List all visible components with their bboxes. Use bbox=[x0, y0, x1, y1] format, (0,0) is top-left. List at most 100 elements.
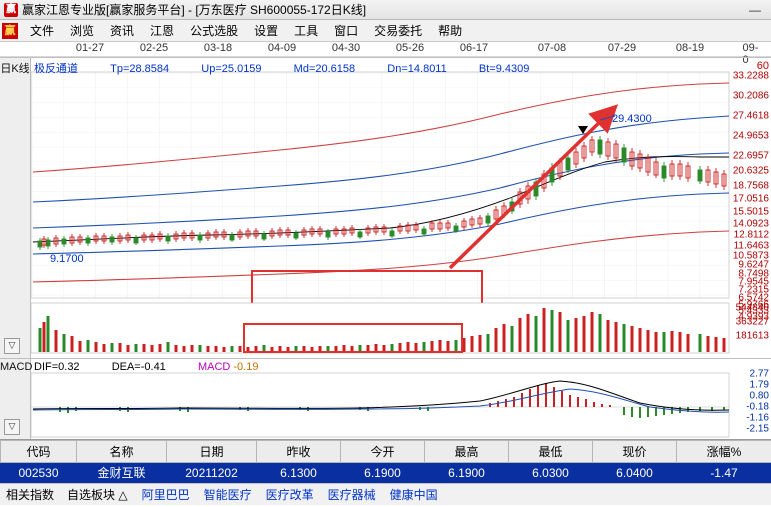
menu-item-window[interactable]: 窗口 bbox=[334, 24, 359, 38]
kline-collapse-icon[interactable]: ▽ bbox=[4, 338, 20, 354]
bottom-item-medical-device[interactable]: 医疗器械 bbox=[327, 488, 376, 502]
menu-item-tools[interactable]: 工具 bbox=[294, 24, 319, 38]
corner-code-label: 60 bbox=[756, 60, 769, 72]
table-row[interactable]: 002530 金财互联 20211202 6.1300 6.1900 6.190… bbox=[0, 462, 771, 483]
bottom-item-smart-medical[interactable]: 智能医疗 bbox=[203, 488, 252, 502]
menu-logo-icon: 赢 bbox=[2, 22, 18, 39]
minimize-icon[interactable]: — bbox=[749, 2, 761, 17]
macd-chart-canvas[interactable] bbox=[0, 359, 771, 439]
quote-table: 代码 名称 日期 昨收 今开 最高 最低 现价 涨幅% 002530 金财互联 … bbox=[0, 439, 771, 483]
column-header-open[interactable]: 今开 bbox=[340, 440, 425, 463]
kline-chart-canvas[interactable] bbox=[0, 58, 771, 358]
menu-item-news[interactable]: 资讯 bbox=[110, 24, 135, 38]
date-tick: 09-0 bbox=[742, 42, 759, 66]
indicator-up: Up=25.0159 bbox=[201, 63, 262, 75]
column-header-high[interactable]: 最高 bbox=[424, 440, 509, 463]
macd-tick: -1.16 bbox=[746, 412, 769, 424]
indicator-bt: Bt=9.4309 bbox=[478, 63, 530, 75]
date-tick: 02-25 bbox=[139, 42, 169, 54]
indicator-dn: Dn=14.8011 bbox=[387, 63, 447, 75]
column-header-date[interactable]: 日期 bbox=[166, 440, 257, 463]
indicator-info-line: 极反通道 Tp=28.8584 Up=25.0159 Md=20.6158 Dn… bbox=[34, 60, 529, 76]
column-header-prev-close[interactable]: 昨收 bbox=[256, 440, 341, 463]
cell-code: 002530 bbox=[0, 462, 77, 483]
price-axis-labels: 33.2288 30.2086 27.4618 24.9653 22.6957 … bbox=[729, 58, 771, 323]
menu-item-formula-stock-picking[interactable]: 公式选股 bbox=[190, 24, 239, 38]
kline-panel-label: 日K线 bbox=[0, 63, 30, 75]
macd-value: -0.19 bbox=[233, 361, 259, 373]
price-tick: 6.5742 bbox=[738, 292, 769, 304]
price-tick: 33.2288 bbox=[732, 70, 769, 82]
macd-axis-labels: 2.77 1.79 0.80 -0.18 -1.16 -2.15 bbox=[729, 359, 771, 439]
bottom-item-self-selected[interactable]: 自选板块 △ bbox=[67, 488, 128, 502]
bottom-item-healthy-china[interactable]: 健康中国 bbox=[389, 488, 438, 502]
date-tick: 01-27 bbox=[75, 42, 105, 54]
column-header-price[interactable]: 现价 bbox=[592, 440, 677, 463]
date-axis: 01-27 02-25 03-18 04-09 04-30 05-26 06-1… bbox=[0, 42, 771, 66]
date-tick: 08-19 bbox=[675, 42, 705, 54]
macd-tick: 0.80 bbox=[749, 390, 769, 402]
volume-tick: 363227 bbox=[735, 316, 769, 328]
macd-collapse-icon[interactable]: ▽ bbox=[4, 419, 20, 435]
macd-dif-line bbox=[32, 380, 730, 411]
bottom-item-medical-reform[interactable]: 医疗改革 bbox=[265, 488, 314, 502]
macd-dea-value: DEA=-0.41 bbox=[111, 361, 166, 373]
date-tick: 06-17 bbox=[459, 42, 489, 54]
price-tick: 12.8112 bbox=[733, 229, 769, 241]
macd-tick: 1.79 bbox=[749, 379, 769, 391]
volume-axis-labels: 544840 363227 181613 bbox=[729, 303, 771, 353]
bottom-item-alibaba[interactable]: 阿里巴巴 bbox=[141, 488, 190, 502]
menu-item-browse[interactable]: 浏览 bbox=[70, 24, 95, 38]
price-tick: 18.7568 bbox=[732, 180, 769, 192]
cell-high: 6.1900 bbox=[424, 462, 509, 483]
cell-prev-close: 6.1300 bbox=[256, 462, 341, 483]
ma-line-black bbox=[32, 156, 729, 243]
price-tick: 11.6463 bbox=[733, 240, 769, 252]
price-tick: 5.4333 bbox=[738, 305, 769, 317]
channel-lower-line bbox=[32, 230, 730, 283]
column-header-change[interactable]: 涨幅% bbox=[676, 440, 771, 463]
marker-triangle-icon bbox=[578, 126, 588, 134]
trend-arrow-annotation bbox=[448, 104, 619, 270]
macd-panel-label: MACD bbox=[0, 361, 33, 373]
date-tick: 07-08 bbox=[537, 42, 567, 54]
price-tick: 14.0923 bbox=[732, 218, 769, 230]
macd-tick: -2.15 bbox=[746, 423, 769, 435]
menu-item-settings[interactable]: 设置 bbox=[254, 24, 279, 38]
price-tick: 30.2086 bbox=[732, 90, 769, 102]
kline-panel-label-column: 日K线 ▽ bbox=[0, 58, 31, 358]
date-tick: 04-30 bbox=[331, 42, 361, 54]
menu-item-file[interactable]: 文件 bbox=[30, 24, 55, 38]
menu-item-trade[interactable]: 交易委托 bbox=[374, 24, 423, 38]
column-header-low[interactable]: 最低 bbox=[508, 440, 593, 463]
price-tick: 22.6957 bbox=[732, 150, 769, 162]
candlestick-series bbox=[37, 136, 727, 250]
macd-dea-line bbox=[32, 388, 730, 413]
table-header-row: 代码 名称 日期 昨收 今开 最高 最低 现价 涨幅% bbox=[0, 440, 771, 463]
status-bar: 相关指数 自选板块 △ 阿里巴巴 智能医疗 医疗改革 医疗器械 健康中国 bbox=[0, 483, 771, 505]
macd-dif-value: DIF=0.32 bbox=[34, 361, 80, 373]
cell-name: 金财互联 bbox=[76, 462, 167, 483]
indicator-name: 极反通道 bbox=[34, 63, 78, 75]
volume-tick: 181613 bbox=[735, 330, 769, 342]
price-tick: 8.7498 bbox=[738, 268, 769, 280]
price-tick: 5.9766 bbox=[738, 299, 769, 311]
column-header-name[interactable]: 名称 bbox=[76, 440, 167, 463]
window-title: 赢家江恩专业版[赢家服务平台] - [万东医疗 SH600055-172日K线] bbox=[22, 3, 367, 17]
channel-dn-line bbox=[32, 192, 730, 255]
menu-item-gann[interactable]: 江恩 bbox=[150, 24, 175, 38]
date-tick: 07-29 bbox=[607, 42, 637, 54]
price-tick: 7.2315 bbox=[738, 284, 769, 296]
menu-item-help[interactable]: 帮助 bbox=[438, 24, 463, 38]
date-tick: 03-18 bbox=[203, 42, 233, 54]
related-index-label: 相关指数 bbox=[6, 488, 55, 502]
column-header-code[interactable]: 代码 bbox=[0, 440, 77, 463]
cell-date: 20211202 bbox=[166, 462, 257, 483]
volume-highlight-rectangle bbox=[243, 323, 463, 353]
date-tick: 04-09 bbox=[267, 42, 297, 54]
title-bar: 赢 赢家江恩专业版[赢家服务平台] - [万东医疗 SH600055-172日K… bbox=[0, 0, 771, 20]
macd-tick: 2.77 bbox=[749, 368, 769, 380]
price-tick: 24.9653 bbox=[732, 130, 769, 142]
window-controls: — bbox=[749, 3, 767, 17]
